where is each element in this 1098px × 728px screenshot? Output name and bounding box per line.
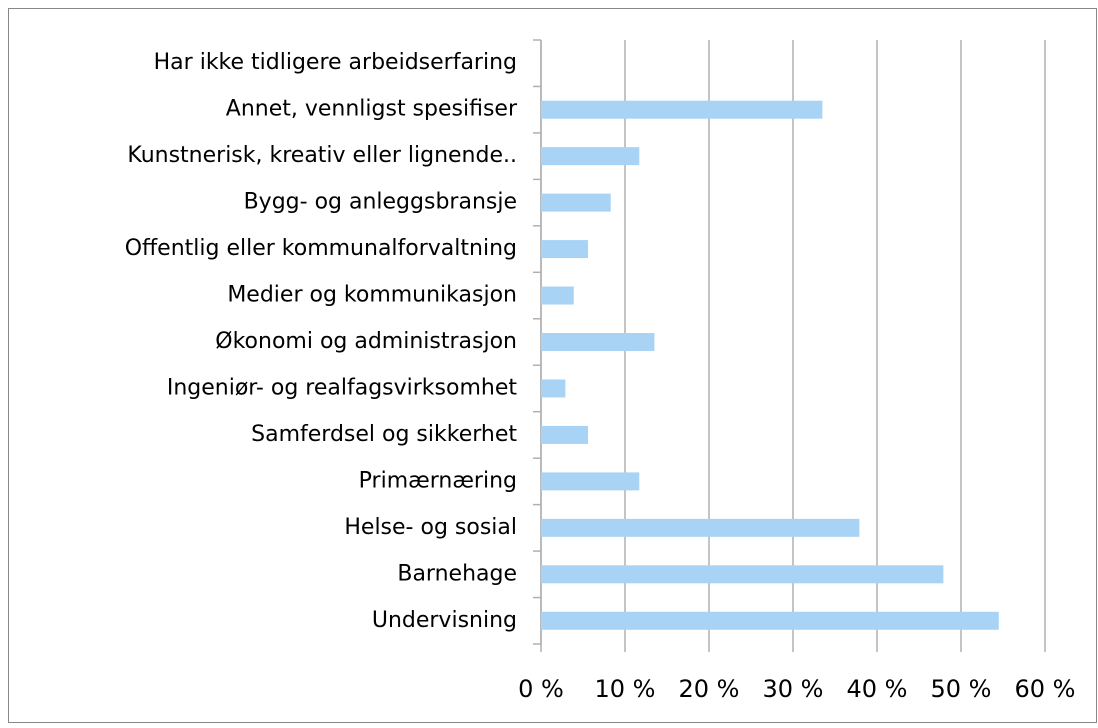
y-tick-label: Bygg- og anleggsbransje [244, 190, 517, 215]
x-tick-label: 10 % [595, 675, 656, 703]
x-tick-label: 20 % [679, 675, 740, 703]
x-tick-label: 0 % [518, 675, 564, 703]
y-tick-label: Barnehage [397, 561, 517, 586]
x-tick-label: 60 % [1015, 675, 1076, 703]
y-tick-label: Primærnæring [359, 468, 517, 493]
y-tick-label: Ingeniør- og realfagsvirksomhet [167, 375, 518, 400]
y-tick-label: Annet, vennligst spesifiser [226, 97, 518, 122]
chart-frame [8, 8, 1097, 723]
bar [541, 379, 566, 398]
bar [541, 193, 611, 212]
bar [541, 518, 860, 537]
x-tick-label: 40 % [847, 675, 908, 703]
y-tick-label: Samferdsel og sikkerhet [251, 422, 517, 447]
y-tick-label: Offentlig eller kommunalforvaltning [125, 236, 517, 261]
bar [541, 611, 999, 630]
bar [541, 240, 589, 259]
bar [541, 565, 944, 584]
bar [541, 472, 640, 491]
y-tick-label: Har ikke tidligere arbeidserfaring [154, 50, 517, 75]
y-tick-label: Undervisning [372, 608, 517, 633]
x-tick-label: 50 % [931, 675, 992, 703]
bar [541, 100, 823, 119]
bar [541, 286, 574, 305]
y-tick-label: Medier og kommunikasjon [227, 283, 517, 308]
y-tick-label: Kunstnerisk, kreativ eller lignende.. [127, 143, 517, 168]
y-tick-label: Økonomi og administrasjon [215, 329, 517, 354]
x-tick-label: 30 % [763, 675, 824, 703]
bar [541, 333, 655, 351]
bar [541, 425, 589, 444]
bar [541, 147, 640, 166]
y-tick-label: Helse- og sosial [344, 515, 517, 540]
